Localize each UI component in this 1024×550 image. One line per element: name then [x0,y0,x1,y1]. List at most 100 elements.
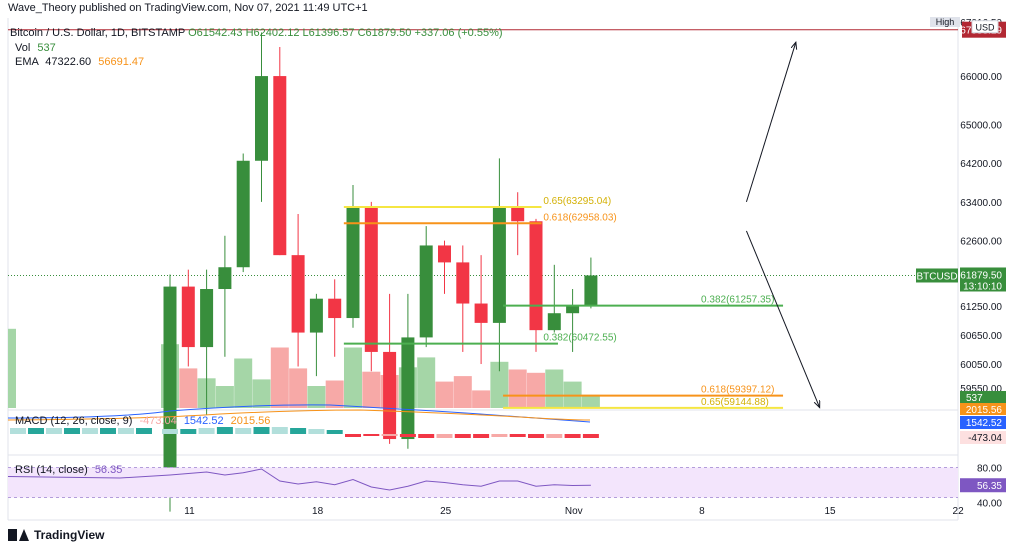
macd-hist-bar [326,430,343,434]
macd-v3: 2015.56 [230,415,271,427]
macd-hist-bar [582,434,599,438]
candle-body [328,298,342,319]
price-tick-label: 63400.00 [960,198,1002,209]
candle-body [529,221,543,331]
candle-body [474,303,488,323]
candle-body [346,206,360,319]
macd-hist-bar [235,428,252,434]
macd-hist-bar [528,434,544,438]
macd-hist-bar [436,434,453,438]
fib-level-label: 0.382(61257.35) [701,295,774,306]
macd-tag-b-bg [960,416,1006,429]
candle-body [218,267,232,290]
volume-bar [453,376,472,408]
macd-label: MACD (12, 26, close, 9) [15,415,133,427]
volume-bar [252,379,271,408]
volume-bar [545,369,564,408]
time-tick-label: 22 [953,506,965,517]
price-tick-label: 66000.00 [960,72,1002,83]
macd-hist-left [136,428,152,434]
legend-change: +337.06 (+0.55%) [414,27,503,39]
candle-body [163,286,177,488]
volume-bar [472,390,491,408]
price-tick-label: 59550.00 [960,384,1002,395]
macd-hist-bar [308,429,325,434]
macd-tag-c: -473.04 [968,433,1002,444]
vol-value: 537 [37,42,56,54]
macd-hist-bar [271,427,288,434]
publish-line: Wave_Theory published on TradingView.com… [8,2,368,14]
rsi-band [8,467,958,498]
time-tick-label: 18 [312,506,324,517]
volume-bar [362,371,381,408]
macd-hist-bar [491,434,508,437]
price-tick-label: 61250.00 [960,302,1002,313]
time-tick-label: 11 [184,506,195,517]
candle-body [547,313,561,331]
fib-level-label: 0.618(59397.12) [701,385,774,396]
macd-hist-bar [253,427,270,434]
macd-tag-c-bg [960,431,1006,444]
macd-tag-b: 1542.52 [966,418,1003,429]
macd-hist-bar [363,434,380,436]
macd-hist-left [28,428,44,434]
vol-legend: Vol 537 [15,42,56,54]
macd-hist-bar [564,434,581,438]
countdown-tag: 13:10:10 [963,281,1002,292]
macd-signal-line [7,409,591,421]
price-tick-label: 60050.00 [960,360,1002,371]
rsi-line [7,468,591,491]
macd-hist-bar [162,429,178,434]
ema-label: EMA [15,56,39,68]
current-price-tag: 61879.50 [960,270,1002,281]
price-tick-label: 65000.00 [960,120,1002,131]
branding-text: TradingView [34,528,105,542]
rsi-tag-bg [960,478,1006,493]
volume-bar [417,357,436,408]
rsi-legend: RSI (14, close) 56.35 [15,464,122,476]
tradingview-logo[interactable]: TradingView [8,528,104,542]
macd-tag-a: 2015.56 [966,405,1003,416]
volume-bar [307,386,326,408]
legend-close: C61879.50 [357,27,412,39]
macd-hist-bar [509,434,526,437]
candle-body [236,160,250,268]
price-tick-label: 60650.00 [960,331,1002,342]
macd-hist-bar [345,434,361,437]
candle-body [438,245,451,263]
symbol-tag: BTCUSD [916,271,957,282]
volume-bar [581,394,600,408]
volume-tag: 537 [966,393,983,404]
macd-hist-bar [216,427,233,434]
candle-body [511,206,525,222]
macd-hist-left [64,428,80,434]
ema-value2: 56691.47 [98,56,145,68]
rsi-tag: 56.35 [977,481,1002,492]
macd-legend: MACD (12, 26, close, 9) -473.04 1542.52 … [15,415,270,427]
price-tick-label: 62600.00 [960,237,1002,248]
macd-hist-bar [454,434,471,438]
fib-level-label: 0.382(60472.55) [543,333,616,344]
macd-hist-bar [546,434,563,438]
candle-body [291,255,305,333]
projection-arrow [745,42,795,203]
candle-body [584,275,598,306]
macd-hist-bar [198,428,215,434]
candle-body [181,286,195,348]
volume-bar [435,381,454,408]
projection-arrow [745,230,819,408]
candle-body [401,337,415,440]
rsi-80-label: 80.00 [977,464,1002,475]
macd-hist-left [118,428,134,434]
high-tag-label: High [936,17,955,27]
candle-body [419,245,433,338]
rsi-label: RSI (14, close) [15,464,88,476]
candle-body [200,289,214,348]
tradingview-mark-icon [8,529,30,541]
candle-body [255,76,268,161]
fib-level-label: 0.618(62958.03) [543,212,616,223]
currency-tag-bg [971,20,999,34]
volume-bar [527,372,545,408]
currency-tag: USD [975,23,995,33]
